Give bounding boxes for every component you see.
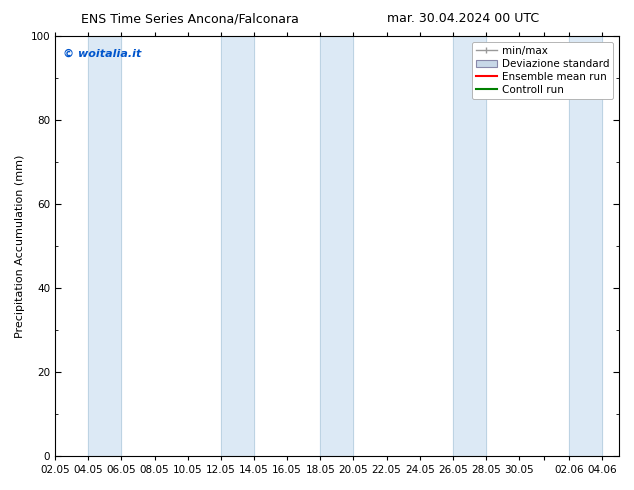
Bar: [569, 36, 602, 456]
Bar: [88, 36, 121, 456]
Y-axis label: Precipitation Accumulation (mm): Precipitation Accumulation (mm): [15, 154, 25, 338]
Text: © woitalia.it: © woitalia.it: [63, 49, 142, 59]
Legend: min/max, Deviazione standard, Ensemble mean run, Controll run: min/max, Deviazione standard, Ensemble m…: [472, 42, 614, 99]
Text: ENS Time Series Ancona/Falconara: ENS Time Series Ancona/Falconara: [81, 12, 299, 25]
Bar: [453, 36, 486, 456]
Text: mar. 30.04.2024 00 UTC: mar. 30.04.2024 00 UTC: [387, 12, 539, 25]
Bar: [320, 36, 353, 456]
Bar: [221, 36, 254, 456]
